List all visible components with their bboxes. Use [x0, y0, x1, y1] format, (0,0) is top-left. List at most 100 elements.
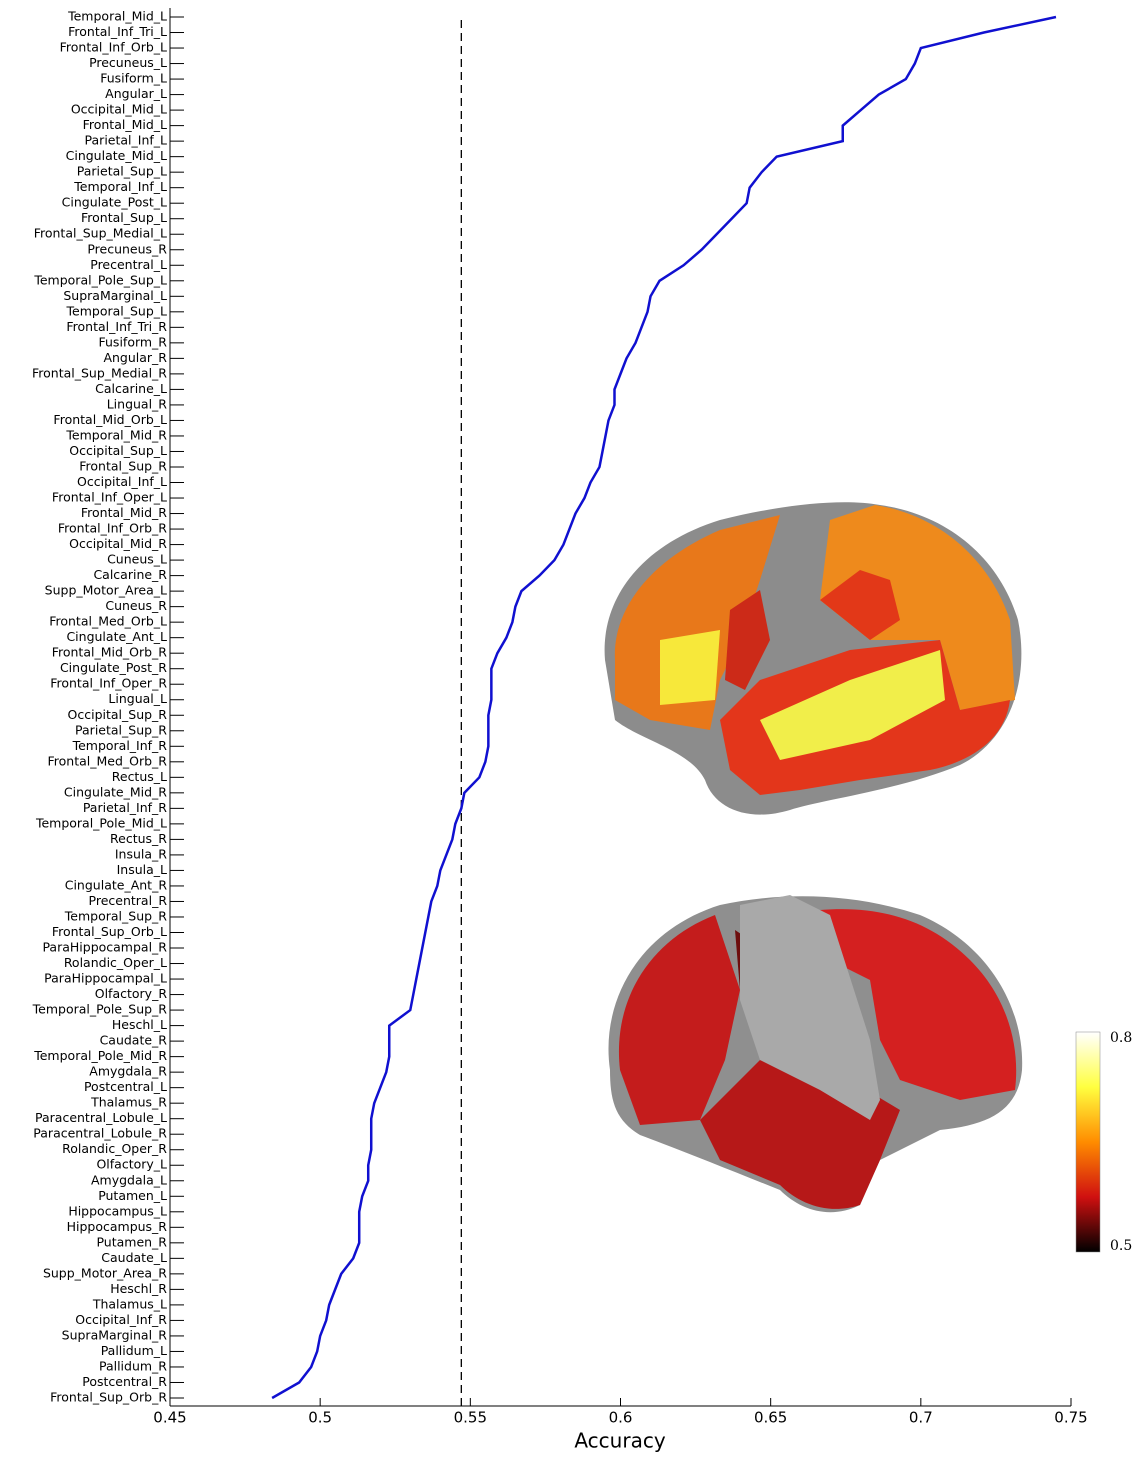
y-tick-label: Cingulate_Ant_L	[66, 629, 167, 644]
y-tick-label: Frontal_Mid_L	[83, 117, 167, 132]
y-tick-label: Parietal_Sup_R	[75, 722, 167, 737]
y-tick-label: Precentral_L	[90, 257, 167, 272]
y-tick-label: Occipital_Inf_L	[77, 474, 167, 489]
y-tick-label: Pallidum_R	[99, 1358, 167, 1373]
y-tick-label: SupraMarginal_R	[62, 1327, 168, 1342]
y-tick-label: Olfactory_L	[96, 1157, 167, 1172]
y-tick-label: Frontal_Sup_Orb_R	[50, 1390, 167, 1405]
y-tick-label: Frontal_Mid_Orb_L	[53, 412, 167, 427]
y-tick-label: Paracentral_Lobule_L	[35, 1110, 167, 1125]
y-tick-label: Temporal_Inf_L	[73, 179, 167, 194]
x-tick-label: 0.5	[308, 1409, 332, 1427]
y-tick-label: Lingual_R	[107, 396, 168, 411]
y-tick-label: Fusiform_R	[99, 334, 168, 349]
y-tick-label: Angular_L	[105, 86, 167, 101]
y-tick-label: Thalamus_R	[90, 1095, 167, 1110]
y-tick-label: Caudate_L	[101, 1250, 167, 1265]
y-tick-label: Putamen_R	[96, 1234, 167, 1249]
x-tick-label: 0.6	[609, 1409, 633, 1427]
y-tick-label: Temporal_Pole_Mid_L	[35, 815, 167, 830]
y-tick-label: Cingulate_Mid_R	[64, 784, 167, 799]
y-tick-label: Temporal_Mid_R	[65, 427, 167, 442]
y-tick-label: Frontal_Inf_Tri_L	[68, 24, 167, 39]
y-tick-label: Cingulate_Post_R	[60, 660, 167, 675]
y-tick-label: Cingulate_Post_L	[62, 195, 167, 210]
y-tick-label: Occipital_Mid_L	[71, 102, 167, 117]
y-tick-label: Supp_Motor_Area_R	[43, 1265, 167, 1280]
y-tick-label: Precuneus_L	[89, 55, 167, 70]
colorbar	[1075, 1031, 1101, 1253]
y-tick-label: Insula_L	[117, 862, 167, 877]
y-tick-label: Frontal_Sup_Medial_R	[32, 365, 167, 380]
y-tick-label: Putamen_L	[98, 1188, 167, 1203]
y-tick-label: Parietal_Inf_L	[85, 133, 167, 148]
y-tick-label: Temporal_Inf_R	[72, 738, 168, 753]
y-tick-label: Occipital_Sup_L	[69, 443, 167, 458]
x-tick-label: 0.7	[909, 1409, 933, 1427]
accuracy-line	[271, 15, 1057, 1400]
y-tick-label: Rectus_R	[110, 831, 167, 846]
y-tick-label: Rolandic_Oper_L	[64, 955, 167, 970]
y-tick-label: Olfactory_R	[95, 986, 168, 1001]
y-tick-label: Precuneus_R	[87, 241, 167, 256]
x-tick-label: 0.75	[1054, 1409, 1087, 1427]
y-tick-label: Heschl_R	[110, 1281, 167, 1296]
y-tick-label: Frontal_Inf_Orb_L	[60, 40, 167, 55]
y-tick-label: Amygdala_R	[89, 1064, 167, 1079]
y-tick-label: Frontal_Sup_Medial_L	[34, 226, 167, 241]
x-tick-label: 0.65	[754, 1409, 787, 1427]
y-tick-label: Rectus_L	[112, 769, 167, 784]
y-tick-label: Frontal_Inf_Tri_R	[66, 319, 167, 334]
y-tick-label: Frontal_Mid_Orb_R	[52, 645, 168, 660]
x-tick-label: 0.55	[454, 1409, 487, 1427]
y-tick-label: Cuneus_L	[107, 552, 167, 567]
y-tick-label: Caudate_R	[100, 1033, 168, 1048]
y-tick-label: Postcentral_L	[84, 1079, 167, 1094]
y-tick-label: Temporal_Pole_Mid_R	[33, 1048, 167, 1063]
y-tick-label: Parietal_Sup_L	[77, 164, 167, 179]
y-tick-label: Heschl_L	[112, 1017, 167, 1032]
y-tick-label: Calcarine_L	[95, 381, 167, 396]
y-tick-label: Occipital_Mid_R	[69, 536, 167, 551]
y-tick-label: Frontal_Sup_R	[79, 458, 167, 473]
y-tick-label: Occipital_Sup_R	[68, 707, 168, 722]
y-tick-label: Hippocampus_L	[68, 1203, 167, 1218]
y-tick-label: Temporal_Pole_Sup_L	[33, 272, 167, 287]
y-tick-label: Cingulate_Mid_L	[66, 148, 167, 163]
y-tick-label: Frontal_Inf_Oper_L	[52, 490, 167, 505]
y-tick-label: Frontal_Inf_Orb_R	[58, 521, 167, 536]
brain-lateral	[604, 502, 1022, 815]
y-tick-label: Frontal_Mid_R	[81, 505, 167, 520]
y-tick-label: Temporal_Sup_R	[64, 908, 168, 923]
colorbar-tick-label: 0.8	[1110, 1030, 1132, 1046]
y-tick-label: Calcarine_R	[93, 567, 167, 582]
y-tick-label: Angular_R	[103, 350, 167, 365]
y-tick-label: Lingual_L	[108, 691, 167, 706]
y-tick-label: Postcentral_R	[82, 1374, 167, 1389]
y-tick-label: Hippocampus_R	[67, 1219, 168, 1234]
colorbar-tick-label: 0.5	[1110, 1238, 1132, 1254]
y-tick-label: Frontal_Med_Orb_L	[49, 614, 167, 629]
y-tick-label: Parietal_Inf_R	[83, 800, 167, 815]
y-tick-label: SupraMarginal_L	[63, 288, 167, 303]
y-tick-label: Frontal_Sup_Orb_L	[52, 924, 167, 939]
y-tick-label: ParaHippocampal_L	[44, 971, 167, 986]
y-tick-label: Insula_R	[115, 846, 167, 861]
y-tick-label: ParaHippocampal_R	[42, 940, 167, 955]
y-tick-label: Amygdala_L	[91, 1172, 167, 1187]
x-tick-label: 0.45	[153, 1409, 186, 1427]
y-tick-label: Cingulate_Ant_R	[65, 877, 168, 892]
y-tick-label: Frontal_Med_Orb_R	[47, 753, 167, 768]
x-axis-title: Accuracy	[574, 1429, 665, 1453]
y-tick-label: Temporal_Pole_Sup_R	[32, 1002, 168, 1017]
y-tick-label: Pallidum_L	[101, 1343, 167, 1358]
y-tick-label: Supp_Motor_Area_L	[45, 583, 167, 598]
y-tick-label: Frontal_Inf_Oper_R	[50, 676, 167, 691]
y-tick-label: Precentral_R	[89, 893, 168, 908]
y-tick-label: Temporal_Mid_L	[67, 9, 167, 24]
y-tick-label: Cuneus_R	[105, 598, 167, 613]
y-tick-label: Fusiform_L	[100, 71, 167, 86]
y-tick-label: Frontal_Sup_L	[81, 210, 167, 225]
y-tick-label: Rolandic_Oper_R	[62, 1141, 167, 1156]
